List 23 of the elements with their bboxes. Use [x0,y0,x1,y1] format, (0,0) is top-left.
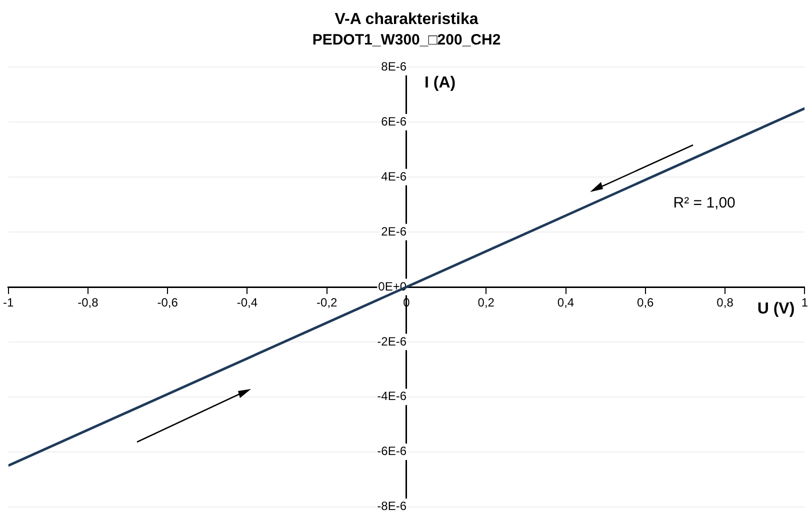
x-tick-label: 0,6 [637,296,654,310]
y-tick-label: 8E-6 [381,60,407,74]
y-tick-label: -2E-6 [377,334,407,348]
chart-subtitle: PEDOT1_W300_□200_CH2 [312,31,501,48]
x-axis-title: U (V) [757,300,795,318]
y-tick-label: 6E-6 [381,114,407,128]
y-tick-label: -8E-6 [377,499,407,514]
x-tick-label: -1 [3,296,14,310]
x-tick-label: -0,8 [78,296,99,310]
x-tick-label: 1 [801,296,808,310]
x-tick-label: 0,4 [557,296,574,310]
x-tick-label: 0,2 [478,296,495,310]
y-tick-label: 4E-6 [381,169,407,184]
x-tick-label: -0,4 [236,296,258,310]
x-tick-label: -0,2 [316,296,338,310]
chart-title: V-A charakteristika [334,11,478,28]
x-tick-label: 0,8 [716,296,734,310]
y-tick-label: 2E-6 [381,224,407,238]
annotation: R² = 1,00 [673,194,736,212]
y-tick-label: -6E-6 [377,444,407,458]
x-tick-label: -0,6 [157,296,178,310]
y-tick-label: -4E-6 [377,389,407,404]
y-axis-title: I (A) [424,74,456,92]
